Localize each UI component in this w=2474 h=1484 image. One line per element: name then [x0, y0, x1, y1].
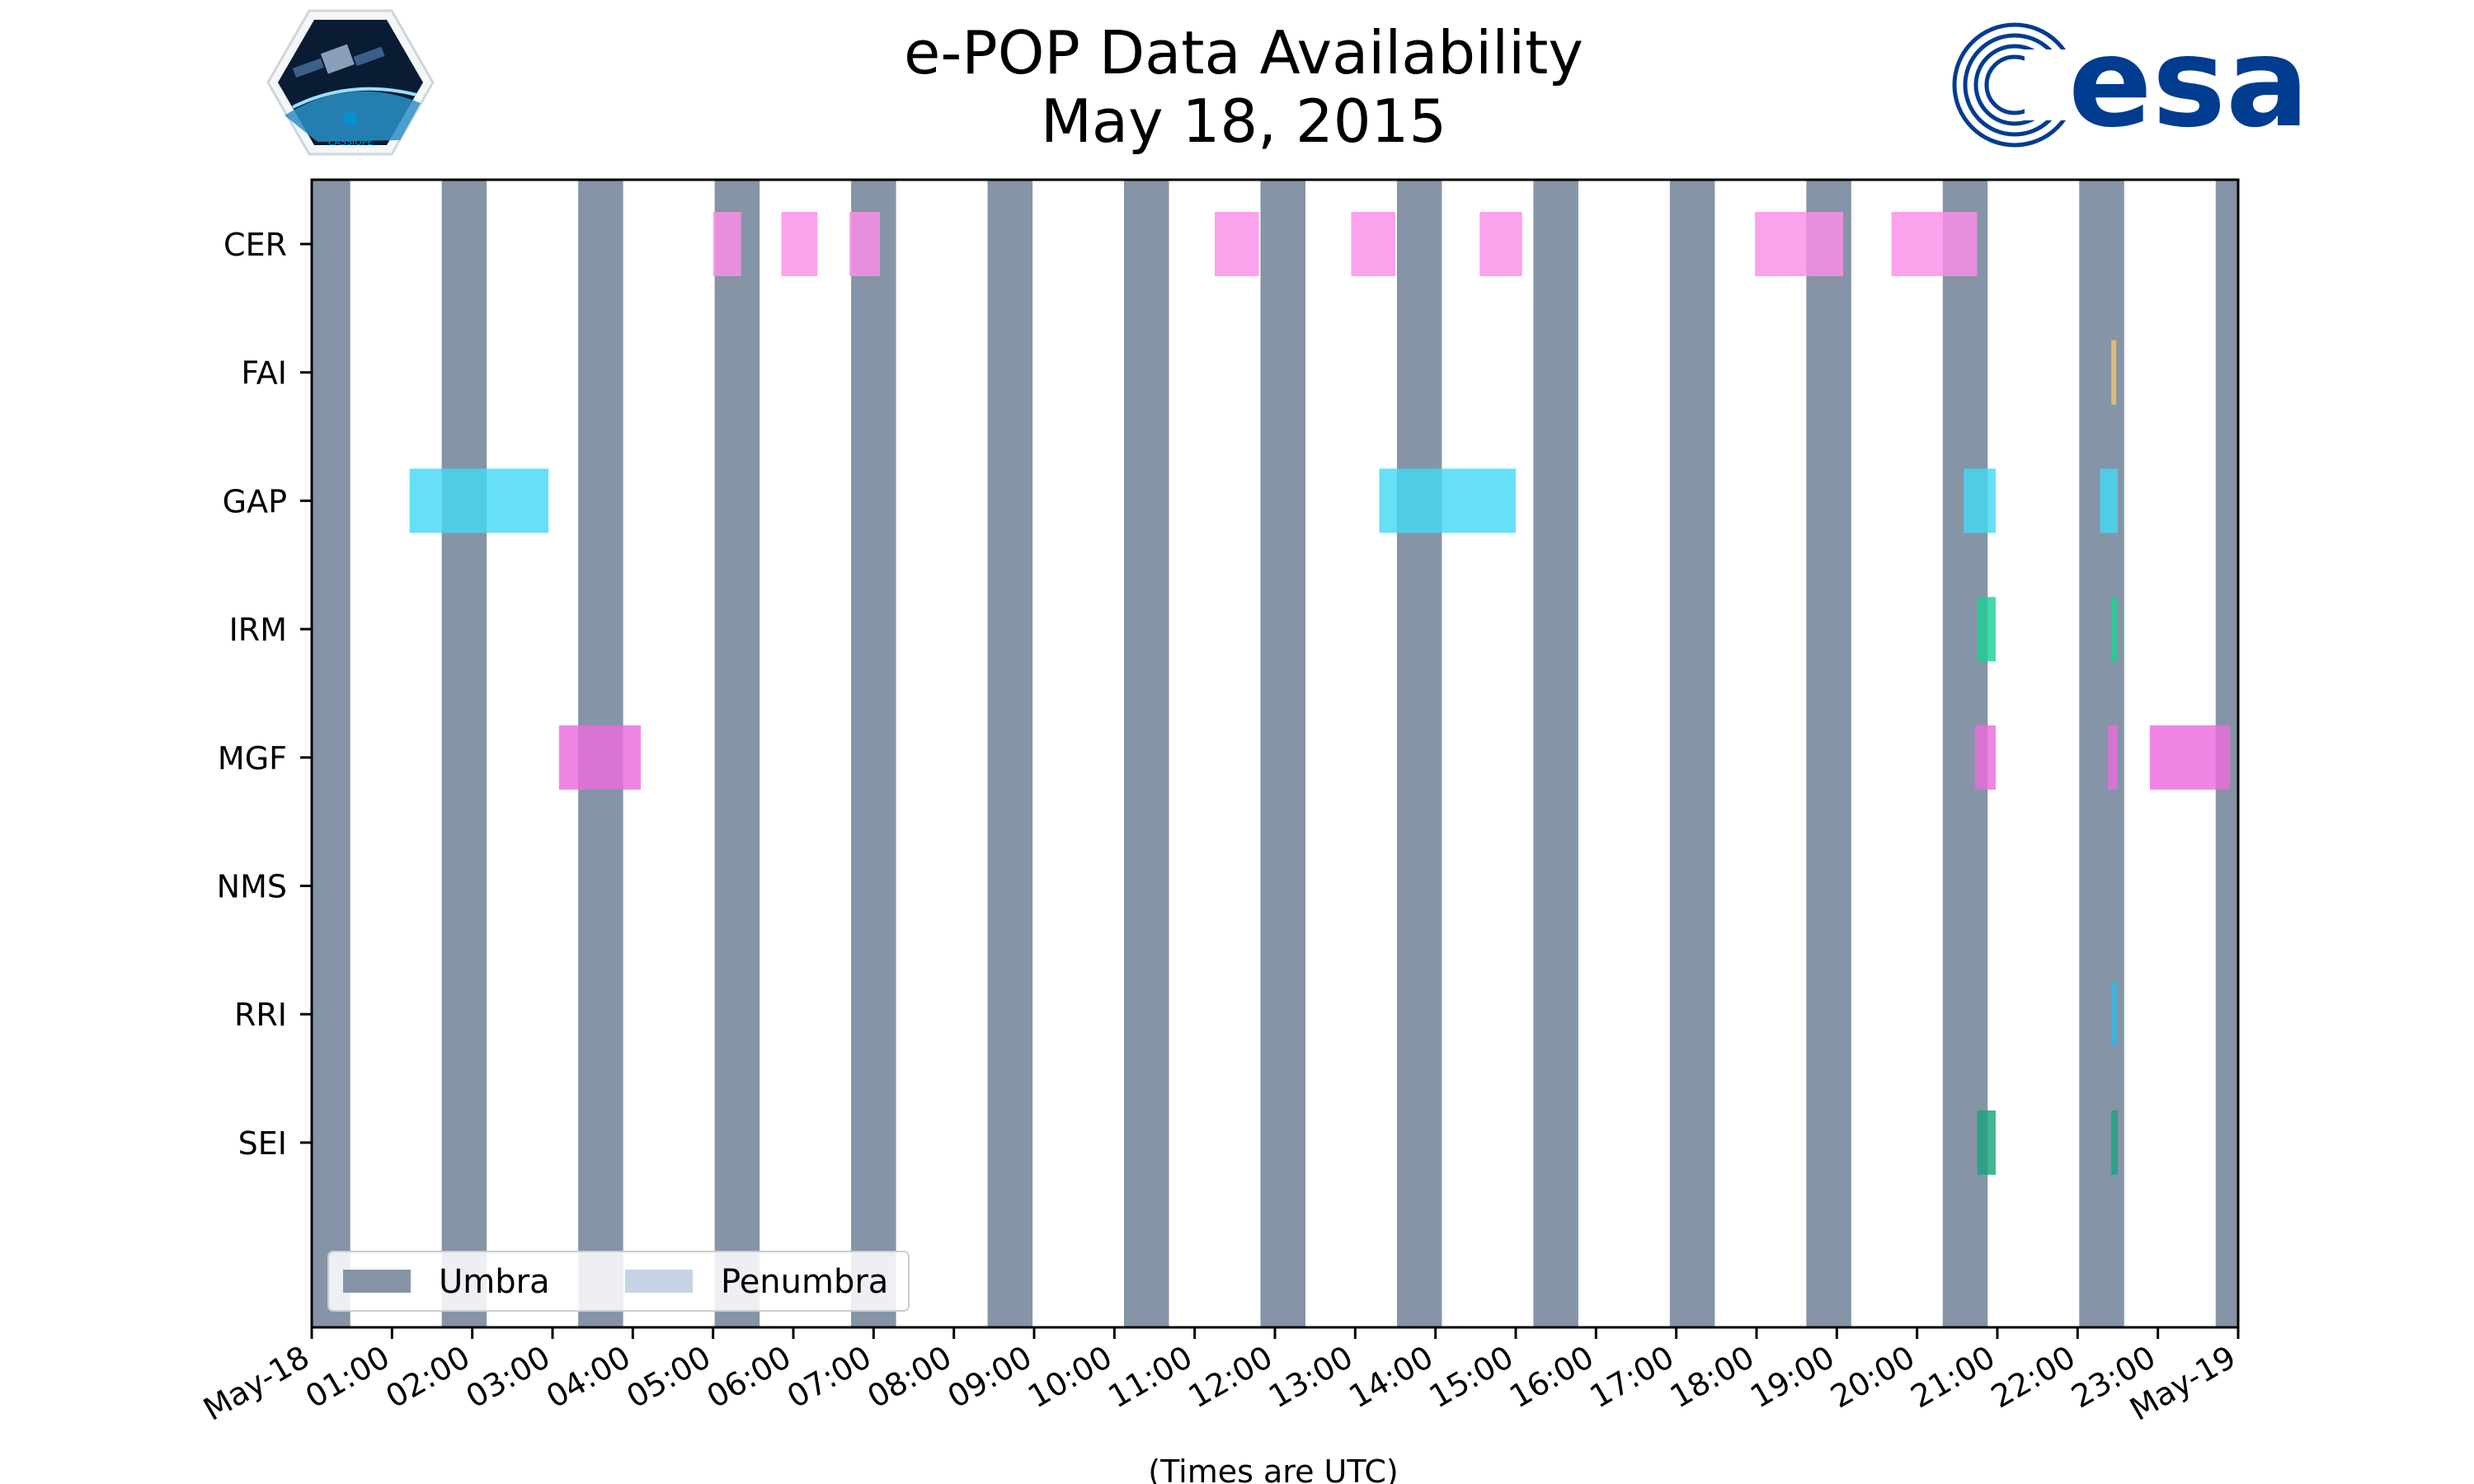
bar-gap-2	[1964, 468, 1997, 533]
x-tick-label-2: 02:00	[379, 1339, 476, 1416]
y-tick-label-rri: RRI	[234, 997, 287, 1033]
umbra-band-9	[1533, 180, 1578, 1327]
y-tick-label-sei: SEI	[238, 1125, 287, 1162]
bar-cer-2	[849, 212, 881, 276]
bar-cer-0	[713, 212, 741, 276]
x-tick-label-5: 05:00	[620, 1339, 717, 1416]
cassiope-logo: CASSIOPE	[266, 9, 435, 156]
bar-irm-1	[2111, 597, 2118, 662]
cassiope-badge-text: CASSIOPE	[328, 137, 374, 148]
x-tick-label-10: 10:00	[1022, 1339, 1118, 1416]
x-tick-label-21: 21:00	[1905, 1339, 2001, 1416]
x-tick-label-19: 19:00	[1744, 1339, 1841, 1416]
x-tick-label-17: 17:00	[1583, 1339, 1680, 1416]
legend-label-umbra: Umbra	[439, 1263, 550, 1301]
bar-mgf-0	[558, 725, 642, 790]
chart-title: e-POP Data Availability	[904, 18, 1583, 87]
x-tick-label-18: 18:00	[1664, 1339, 1761, 1416]
x-tick-label-14: 14:00	[1343, 1339, 1439, 1416]
umbra-band-0	[312, 180, 350, 1327]
bar-mgf-3	[2149, 725, 2231, 790]
y-tick-label-gap: GAP	[223, 483, 287, 519]
x-tick-label-3: 03:00	[460, 1339, 557, 1416]
y-axis: CER FAI GAP IRM MGF NMS RRI SEI	[217, 227, 312, 1162]
umbra-band-10	[1669, 180, 1715, 1327]
bar-fai-0	[2111, 340, 2117, 405]
bar-sei-1	[2111, 1110, 2118, 1175]
x-tick-label-22: 22:00	[1985, 1339, 2081, 1416]
umbra-band-1	[441, 180, 487, 1327]
bar-cer-4	[1351, 212, 1395, 276]
bar-sei-0	[1977, 1110, 1997, 1175]
chart-subtitle: May 18, 2015	[1041, 87, 1446, 156]
x-tick-label-1: 01:00	[299, 1339, 396, 1416]
umbra-band-11	[1806, 180, 1851, 1327]
x-tick-label-8: 08:00	[861, 1339, 957, 1416]
y-tick-label-nms: NMS	[217, 869, 287, 905]
bar-rri-0	[2111, 982, 2118, 1047]
x-axis: May-1801:0002:0003:0004:0005:0006:0007:0…	[197, 1327, 2242, 1428]
x-tick-label-15: 15:00	[1423, 1339, 1520, 1416]
x-tick-label-11: 11:00	[1102, 1339, 1198, 1416]
umbra-band-3	[714, 180, 760, 1327]
y-tick-label-mgf: MGF	[218, 740, 287, 777]
umbra-band-7	[1260, 180, 1305, 1327]
y-tick-label-cer: CER	[223, 227, 287, 263]
bar-irm-0	[1977, 597, 1997, 662]
x-tick-label-0: May-18	[197, 1339, 315, 1428]
y-tick-label-irm: IRM	[229, 612, 287, 648]
bar-gap-0	[409, 468, 549, 533]
x-tick-label-7: 07:00	[781, 1339, 877, 1416]
series-layer	[409, 212, 2231, 1175]
x-tick-label-4: 04:00	[540, 1339, 637, 1416]
x-tick-label-12: 12:00	[1183, 1339, 1279, 1416]
umbra-band-4	[851, 180, 896, 1327]
legend: Umbra Penumbra	[327, 1251, 910, 1312]
legend-swatch-umbra	[343, 1270, 411, 1293]
bar-cer-5	[1479, 212, 1522, 276]
x-tick-label-6: 06:00	[701, 1339, 797, 1416]
bar-mgf-2	[2108, 725, 2118, 790]
bar-gap-1	[1379, 468, 1516, 533]
x-tick-label-20: 20:00	[1824, 1339, 1921, 1416]
legend-label-penumbra: Penumbra	[721, 1263, 888, 1301]
bar-cer-7	[1891, 212, 1978, 276]
x-tick-label-9: 09:00	[942, 1339, 1038, 1416]
legend-swatch-penumbra	[625, 1270, 693, 1293]
x-tick-label-16: 16:00	[1503, 1339, 1600, 1416]
umbra-band-5	[987, 180, 1033, 1327]
bar-mgf-1	[1974, 725, 1997, 790]
x-axis-label: (Times are UTC)	[1148, 1453, 1398, 1484]
umbra-band-8	[1396, 180, 1442, 1327]
umbra-band-6	[1124, 180, 1169, 1327]
x-tick-label-13: 13:00	[1263, 1339, 1359, 1416]
bar-gap-3	[2100, 468, 2118, 533]
bar-cer-6	[1755, 212, 1844, 276]
esa-logo: esa	[1952, 12, 2309, 155]
y-tick-label-fai: FAI	[241, 355, 287, 392]
svg-text:esa: esa	[2068, 12, 2309, 155]
bar-cer-3	[1215, 212, 1259, 276]
legend-box	[327, 1251, 910, 1312]
bar-cer-1	[781, 212, 818, 276]
